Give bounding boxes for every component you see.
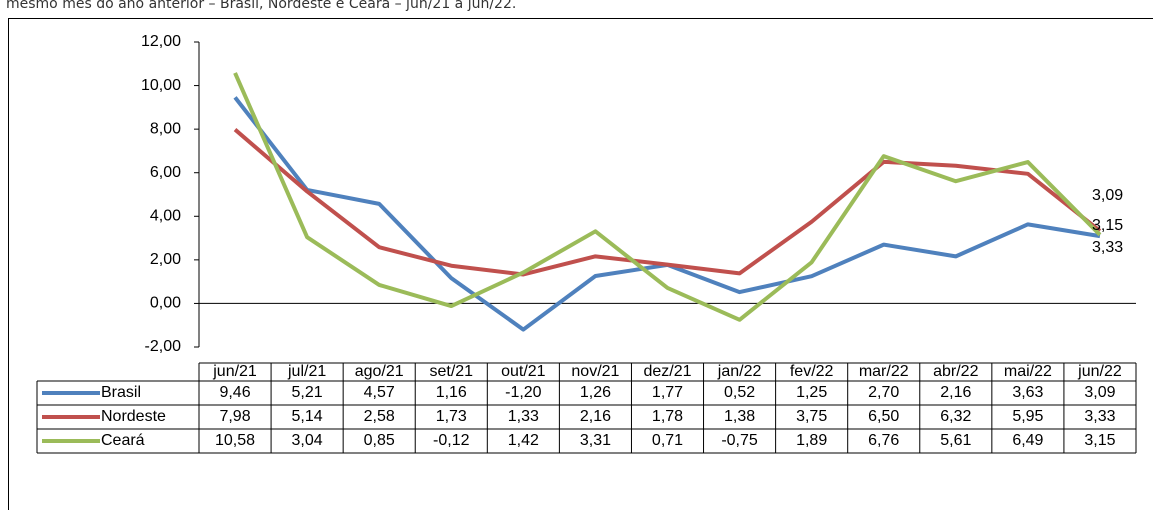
table-cell: 3,04	[292, 432, 323, 449]
table-cell: 3,75	[796, 408, 827, 425]
table-cell: -0,12	[433, 432, 470, 449]
table-cell: 3,31	[580, 432, 611, 449]
table-cell: 9,46	[219, 384, 250, 401]
legend-label: Nordeste	[101, 408, 166, 425]
x-tick-label: out/21	[501, 363, 546, 380]
data-label: 3,15	[1092, 217, 1123, 234]
table-cell: 2,16	[580, 408, 611, 425]
x-tick-label: fev/22	[790, 363, 834, 380]
y-tick-label: 8,00	[150, 120, 181, 137]
y-tick-label: 2,00	[150, 251, 181, 268]
x-tick-label: jun/22	[1077, 363, 1122, 380]
table-cell: 2,70	[868, 384, 899, 401]
table-cell: 1,78	[652, 408, 683, 425]
caption: mesmo mês do ano anterior – Brasil, Nord…	[6, 0, 516, 12]
table-cell: 0,71	[652, 432, 683, 449]
y-tick-label: 6,00	[150, 164, 181, 181]
table-cell: 1,16	[436, 384, 467, 401]
data-label: 3,09	[1092, 187, 1123, 204]
table-cell: 1,77	[652, 384, 683, 401]
y-tick-label: 4,00	[150, 208, 181, 225]
series-line	[233, 72, 1102, 322]
table-cell: 1,38	[724, 408, 755, 425]
table-cell: -1,20	[505, 384, 542, 401]
x-tick-label: set/21	[429, 363, 473, 380]
table-cell: 2,58	[364, 408, 395, 425]
legend-label: Ceará	[101, 432, 145, 449]
x-tick-label: dez/21	[643, 363, 691, 380]
table-cell: 2,16	[940, 384, 971, 401]
table-cell: 3,33	[1084, 408, 1115, 425]
x-tick-label: nov/21	[571, 363, 619, 380]
table-cell: 5,61	[940, 432, 971, 449]
x-tick-label: jul/21	[287, 363, 326, 380]
table-cell: 0,85	[364, 432, 395, 449]
table-cell: -0,75	[721, 432, 758, 449]
table-cell: 1,89	[796, 432, 827, 449]
table-cell: 6,49	[1012, 432, 1043, 449]
table-cell: 5,14	[292, 408, 323, 425]
table-cell: 0,52	[724, 384, 755, 401]
table-cell: 6,32	[940, 408, 971, 425]
table-cell: 1,25	[796, 384, 827, 401]
table-cell: 5,95	[1012, 408, 1043, 425]
table-cell: 6,50	[868, 408, 899, 425]
table-cell: 1,42	[508, 432, 539, 449]
table-cell: 1,73	[436, 408, 467, 425]
data-label: 3,33	[1092, 239, 1123, 256]
x-tick-label: ago/21	[355, 363, 404, 380]
table-cell: 3,09	[1084, 384, 1115, 401]
x-tick-label: mar/22	[859, 363, 909, 380]
table-cell: 6,76	[868, 432, 899, 449]
y-tick-label: 10,00	[141, 77, 181, 94]
table-cell: 5,21	[292, 384, 323, 401]
table-cell: 1,33	[508, 408, 539, 425]
legend-label: Brasil	[101, 384, 141, 401]
table-cell: 10,58	[215, 432, 255, 449]
x-tick-label: jun/21	[212, 363, 257, 380]
y-tick-label: 0,00	[150, 295, 181, 312]
table-cell: 7,98	[219, 408, 250, 425]
x-tick-label: mai/22	[1004, 363, 1052, 380]
series-line	[233, 128, 1102, 277]
y-tick-label: 12,00	[141, 33, 181, 50]
x-tick-label: jan/22	[717, 363, 762, 380]
table-cell: 4,57	[364, 384, 395, 401]
y-tick-label: -2,00	[145, 338, 182, 355]
x-tick-label: abr/22	[933, 363, 978, 380]
table-cell: 3,15	[1084, 432, 1115, 449]
series-line	[233, 96, 1101, 332]
table-cell: 1,26	[580, 384, 611, 401]
chart-border	[8, 18, 1153, 510]
table-cell: 3,63	[1012, 384, 1043, 401]
